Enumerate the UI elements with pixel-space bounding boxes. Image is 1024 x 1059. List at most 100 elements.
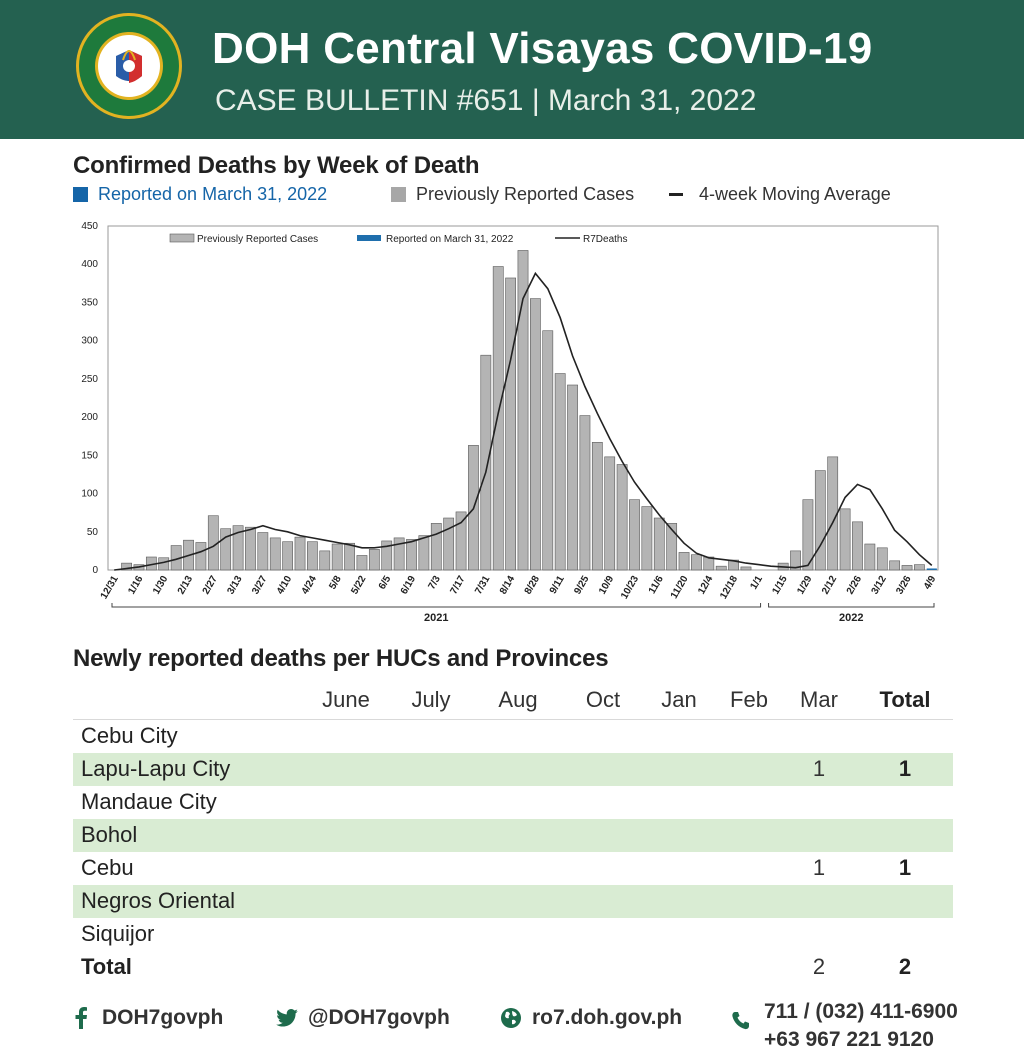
cell-mar: 1	[812, 855, 826, 880]
bar-previous	[245, 526, 256, 571]
x-tick-label: 10/9	[597, 574, 616, 597]
doh-seal-logo	[76, 13, 182, 119]
bar-previous	[666, 523, 678, 571]
year-label: 2022	[839, 612, 863, 624]
x-tick-label: 3/26	[894, 574, 913, 597]
bar-previous	[889, 560, 901, 571]
x-tick-label: 1/1	[748, 574, 765, 592]
bar-previous	[344, 542, 355, 571]
legend-average-swatch	[669, 193, 683, 196]
bar-previous	[901, 565, 913, 571]
col-feb: Feb	[730, 687, 768, 712]
legend-average: 4-week Moving Average	[669, 184, 891, 205]
phone-number-2: +63 967 221 9120	[764, 1028, 934, 1051]
website-link[interactable]: ro7.doh.gov.ph	[500, 1006, 682, 1030]
x-tick-label: 8/28	[523, 574, 542, 597]
row-name: Bohol	[81, 822, 138, 847]
year-bracket	[111, 603, 762, 608]
x-tick-label: 6/5	[377, 574, 394, 592]
cell-mar: 1	[812, 756, 826, 781]
year-bracket	[768, 603, 935, 608]
y-tick-label: 450	[81, 221, 98, 232]
x-tick-label: 10/23	[619, 574, 641, 602]
bar-previous	[307, 541, 318, 571]
bar-previous	[195, 542, 207, 571]
legend-previous-label: Previously Reported Cases	[416, 184, 635, 204]
y-tick-label: 300	[81, 336, 98, 347]
deaths-bar-chart: 0 50 100 150 200 250 300 350 400 450 12/31 1/16 1/30…	[81, 221, 939, 624]
x-tick-label: 9/25	[572, 574, 591, 597]
x-tick-label: 11/20	[669, 574, 691, 601]
bar-previous	[554, 373, 566, 571]
y-tick-label: 0	[92, 565, 98, 576]
table-header: June July Aug Oct Jan Feb Mar Total	[73, 683, 953, 719]
table-row: Lapu-Lapu City 1 1	[73, 753, 953, 786]
x-tick-label: 4/24	[300, 574, 319, 597]
table-row: Cebu 1 1	[73, 852, 953, 885]
bar-previous	[827, 456, 839, 571]
bar-previous	[616, 464, 628, 571]
bar-previous	[505, 277, 516, 571]
bar-previous	[220, 528, 232, 571]
x-tick-label: 1/29	[795, 574, 814, 597]
col-aug: Aug	[498, 687, 538, 712]
y-tick-label: 250	[81, 374, 98, 385]
x-tick-label: 12/18	[718, 574, 740, 602]
header-banner: DOH Central Visayas COVID-19 CASE BULLET…	[0, 0, 1024, 139]
x-tick-label: 12/31	[99, 574, 121, 602]
x-tick-label: 4/9	[922, 574, 939, 592]
col-june: June	[322, 687, 370, 712]
bar-previous	[158, 557, 170, 571]
table-total-row: Total 2 2	[73, 951, 953, 984]
inner-legend-reported-swatch	[357, 235, 381, 241]
x-tick-label: 1/30	[151, 574, 170, 597]
cell-mar: 2	[812, 954, 826, 979]
x-tick-label: 3/13	[225, 574, 244, 597]
bar-previous	[653, 517, 665, 571]
facebook-link[interactable]: DOH7govph	[70, 1006, 223, 1030]
inner-legend-reported: Reported on March 31, 2022	[386, 234, 514, 245]
bar-previous	[641, 506, 653, 571]
bar-previous	[715, 565, 727, 571]
legend-reported-swatch	[73, 187, 88, 202]
twitter-link[interactable]: @DOH7govph	[276, 1006, 450, 1030]
col-mar: Mar	[800, 687, 838, 712]
table-row: Mandaue City	[73, 786, 953, 819]
inner-legend-previous-swatch	[169, 233, 195, 243]
bar-previous	[492, 266, 504, 571]
bar-previous	[691, 554, 702, 571]
table-title: Newly reported deaths per HUCs and Provi…	[73, 645, 609, 672]
bar-previous	[269, 537, 281, 571]
bar-previous	[418, 535, 430, 571]
bar-previous	[567, 384, 578, 571]
table-header-divider	[73, 719, 953, 720]
table-row: Siquijor	[73, 918, 953, 951]
row-name: Lapu-Lapu City	[81, 756, 231, 781]
col-oct: Oct	[585, 687, 621, 712]
x-tick-label: 2/13	[176, 574, 195, 597]
bar-previous	[814, 470, 826, 571]
bar-previous	[331, 543, 343, 571]
y-tick-label: 50	[87, 527, 99, 538]
col-july: July	[411, 687, 451, 712]
x-tick-label: 5/8	[327, 574, 344, 592]
col-total: Total	[879, 687, 931, 712]
bar-previous	[839, 508, 851, 571]
x-tick-label: 2/12	[820, 574, 839, 597]
bar-previous	[430, 523, 442, 571]
row-name: Negros Oriental	[81, 888, 236, 913]
twitter-icon	[276, 1007, 298, 1029]
bar-previous	[443, 517, 455, 571]
phone-number-1: 711 / (032) 411-6900	[764, 1000, 958, 1023]
bar-previous	[852, 521, 863, 571]
x-tick-label: 5/22	[349, 574, 368, 597]
bar-previous	[455, 511, 467, 571]
bar-previous	[629, 499, 640, 571]
row-name: Mandaue City	[81, 789, 217, 814]
bar-previous	[381, 540, 393, 571]
x-tick-label: 7/17	[448, 574, 467, 597]
facebook-handle: DOH7govph	[102, 1006, 224, 1029]
phone-numbers[interactable]: 711 / (032) 411-6900 +63 967 221 9120	[764, 998, 958, 1054]
inner-legend-previous: Previously Reported Cases	[197, 234, 318, 245]
x-tick-label: 6/19	[399, 574, 418, 597]
